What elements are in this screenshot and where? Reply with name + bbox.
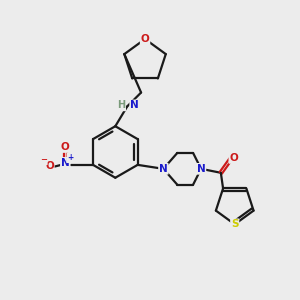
Text: O: O bbox=[141, 34, 149, 44]
Text: O: O bbox=[45, 161, 54, 171]
Text: S: S bbox=[231, 219, 238, 229]
Text: N: N bbox=[159, 164, 168, 174]
Text: N: N bbox=[197, 164, 206, 174]
Text: −: − bbox=[40, 155, 47, 164]
Text: N: N bbox=[130, 100, 139, 110]
Text: O: O bbox=[230, 153, 238, 163]
Text: +: + bbox=[67, 153, 74, 162]
Text: O: O bbox=[61, 142, 70, 152]
Text: N: N bbox=[61, 158, 70, 168]
Text: H: H bbox=[117, 100, 125, 110]
